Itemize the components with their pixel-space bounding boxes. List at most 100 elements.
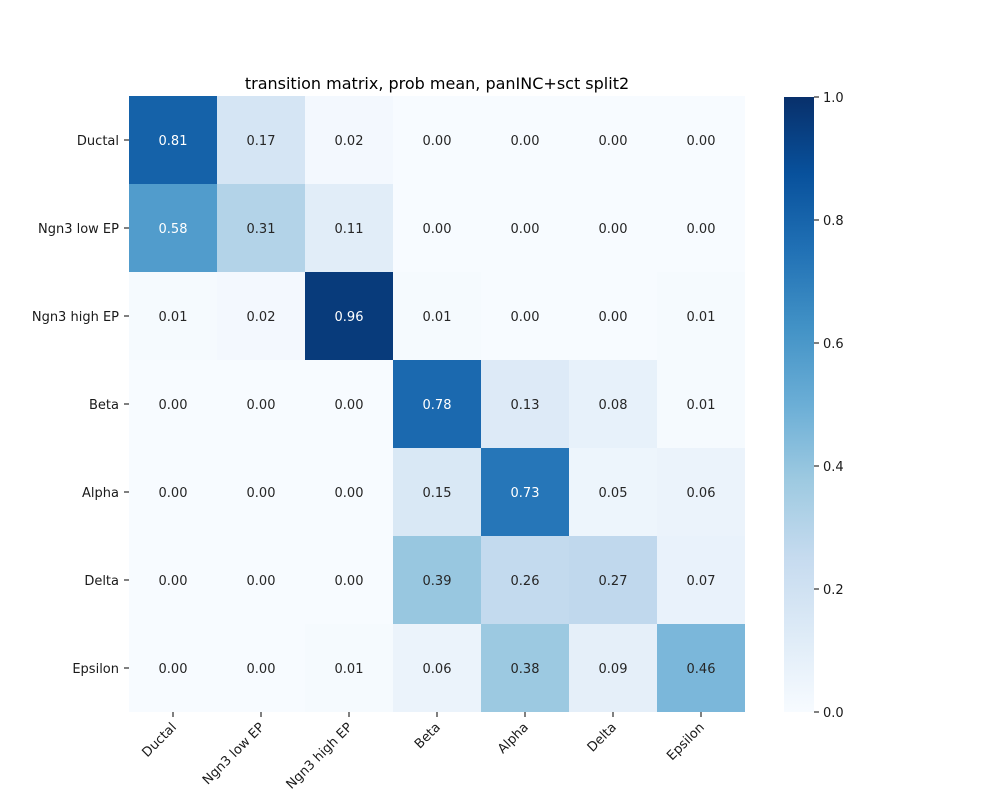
heatmap-cell	[393, 272, 481, 360]
heatmap-cell	[569, 96, 657, 184]
heatmap-cell	[481, 360, 569, 448]
cell-value-label: 0.00	[599, 310, 628, 325]
cell-value-label: 0.05	[599, 486, 628, 501]
heatmap-cell	[305, 96, 393, 184]
heatmap-cell	[129, 272, 217, 360]
x-tick-label: Epsilon	[664, 720, 708, 764]
cell-value-label: 0.00	[599, 134, 628, 149]
cell-value-label: 0.06	[687, 486, 716, 501]
heatmap-cell	[657, 184, 745, 272]
cell-value-label: 0.38	[511, 662, 540, 677]
cell-value-label: 0.58	[159, 222, 188, 237]
cell-value-label: 0.09	[599, 662, 628, 677]
heatmap-cell	[129, 448, 217, 536]
heatmap-cell	[393, 536, 481, 624]
heatmap-cell	[305, 536, 393, 624]
x-axis: Ductal Ngn3 low EP Ngn3 high EP Beta Alpha De…	[139, 712, 708, 792]
colorbar-tick-label: 1.0	[823, 91, 844, 106]
cell-value-label: 0.08	[599, 398, 628, 413]
heatmap-cell	[481, 184, 569, 272]
cell-value-label: 0.01	[687, 398, 716, 413]
heatmap-cell	[657, 272, 745, 360]
y-tick-label: Beta	[89, 398, 119, 413]
cell-value-label: 0.00	[247, 486, 276, 501]
y-tick-label: Epsilon	[72, 662, 119, 677]
heatmap-cell	[481, 448, 569, 536]
y-tick-label: Alpha	[82, 486, 119, 501]
cell-value-label: 0.00	[247, 662, 276, 677]
y-tick-label: Ductal	[77, 134, 119, 149]
heatmap-cell	[657, 624, 745, 712]
cell-value-label: 0.27	[599, 574, 628, 589]
cell-value-label: 0.81	[159, 134, 188, 149]
colorbar-tick-label: 0.6	[823, 337, 844, 352]
cell-value-label: 0.00	[159, 486, 188, 501]
cell-value-label: 0.73	[511, 486, 540, 501]
cell-value-label: 0.00	[511, 222, 540, 237]
y-tick-label: Delta	[84, 574, 119, 589]
colorbar-tick-label: 0.8	[823, 214, 844, 229]
cell-value-label: 0.00	[335, 486, 364, 501]
heatmap-cell	[481, 272, 569, 360]
cell-value-label: 0.00	[159, 574, 188, 589]
x-tick-label: Beta	[412, 720, 444, 752]
heatmap-cell	[305, 272, 393, 360]
heatmap-cell	[129, 624, 217, 712]
cell-value-label: 0.01	[423, 310, 452, 325]
heatmap-cell	[217, 272, 305, 360]
heatmap-cell	[657, 96, 745, 184]
heatmap-cell	[569, 360, 657, 448]
heatmap-cell	[569, 536, 657, 624]
heatmap-cell	[569, 184, 657, 272]
cell-value-label: 0.00	[687, 134, 716, 149]
cell-value-label: 0.00	[159, 398, 188, 413]
cell-value-label: 0.39	[423, 574, 452, 589]
cell-value-label: 0.00	[423, 222, 452, 237]
cell-value-label: 0.17	[247, 134, 276, 149]
heatmap-cell	[305, 624, 393, 712]
heatmap-cell	[569, 624, 657, 712]
heatmap-cell	[305, 360, 393, 448]
cell-value-label: 0.00	[511, 134, 540, 149]
cell-value-label: 0.07	[687, 574, 716, 589]
colorbar-tick-label: 0.2	[823, 583, 844, 598]
heatmap-cells: 0.81 0.17 0.02 0.00 0.00 0.00 0.00 0.58 0.31 0.11…	[129, 96, 745, 712]
cell-value-label: 0.01	[335, 662, 364, 677]
heatmap-cell	[217, 360, 305, 448]
heatmap-cell	[129, 360, 217, 448]
x-tick-label: Ductal	[139, 720, 179, 760]
heatmap-cell	[217, 624, 305, 712]
heatmap-cell	[569, 448, 657, 536]
cell-value-label: 0.00	[687, 222, 716, 237]
colorbar: 0.0 0.2 0.4 0.6 0.8 1.0	[784, 91, 844, 721]
cell-value-label: 0.46	[687, 662, 716, 677]
cell-value-label: 0.11	[335, 222, 364, 237]
heatmap-cell	[393, 624, 481, 712]
cell-value-label: 0.00	[159, 662, 188, 677]
colorbar-tick-label: 0.4	[823, 460, 844, 475]
colorbar-tick-label: 0.0	[823, 706, 844, 721]
heatmap-cell	[657, 536, 745, 624]
heatmap-cell	[569, 272, 657, 360]
cell-value-label: 0.00	[247, 398, 276, 413]
heatmap-cell	[657, 360, 745, 448]
x-tick-label: Ngn3 low EP	[200, 720, 268, 788]
heatmap-cell	[393, 184, 481, 272]
cell-value-label: 0.13	[511, 398, 540, 413]
cell-value-label: 0.96	[335, 310, 364, 325]
cell-value-label: 0.02	[247, 310, 276, 325]
heatmap-cell	[217, 448, 305, 536]
y-axis: Ductal Ngn3 low EP Ngn3 high EP Beta Alpha De…	[32, 134, 129, 677]
cell-value-label: 0.00	[247, 574, 276, 589]
cell-value-label: 0.01	[159, 310, 188, 325]
x-tick-label: Alpha	[495, 720, 532, 757]
heatmap-cell	[129, 96, 217, 184]
heatmap-cell	[393, 448, 481, 536]
heatmap-cell	[217, 536, 305, 624]
cell-value-label: 0.00	[335, 398, 364, 413]
heatmap-cell	[481, 96, 569, 184]
x-tick-label: Ngn3 high EP	[284, 720, 356, 792]
colorbar-gradient	[784, 97, 814, 712]
cell-value-label: 0.00	[335, 574, 364, 589]
heatmap-cell	[217, 96, 305, 184]
